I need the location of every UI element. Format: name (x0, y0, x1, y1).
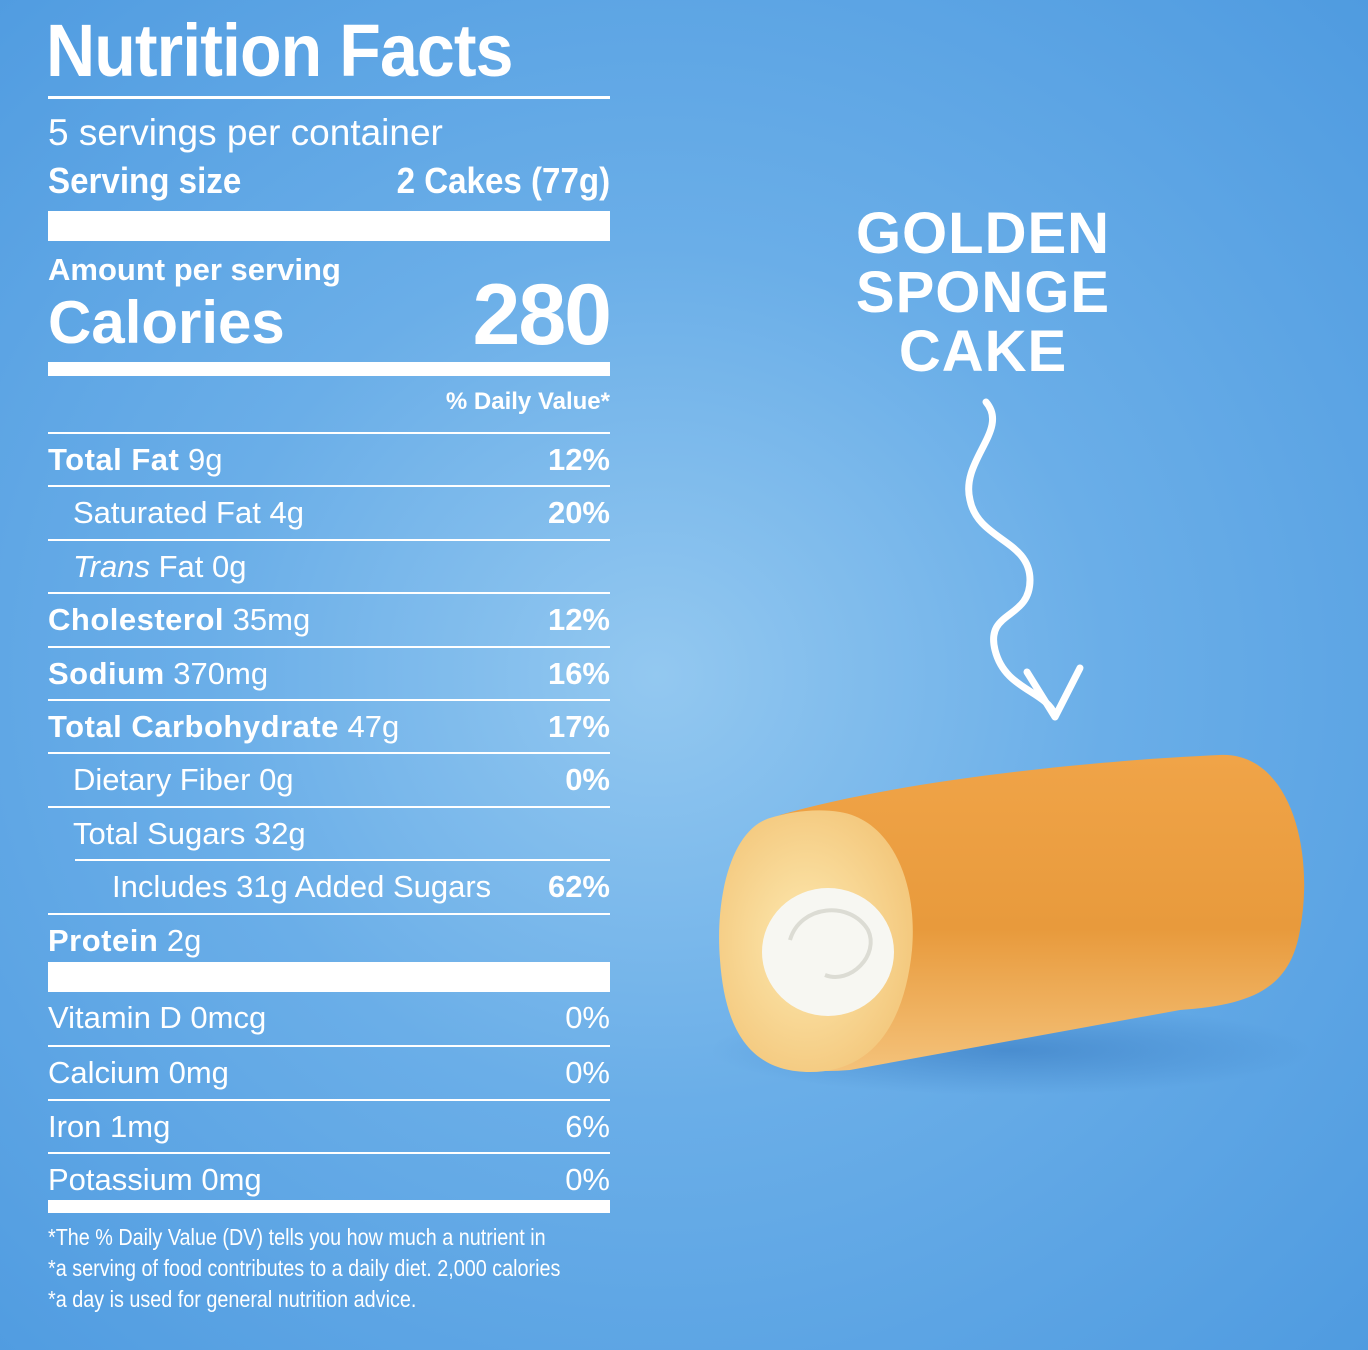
serving-size-label: Serving size (48, 160, 242, 201)
daily-value: 0% (565, 1055, 610, 1091)
daily-value: 16% (547, 655, 610, 691)
nutrient-row: Trans Fat 0g (48, 538, 610, 592)
nutrient-row: Sodium 370mg 16% (48, 645, 610, 699)
vitamin-name: Vitamin D 0mcg (48, 1000, 267, 1035)
nutrient-name: Dietary Fiber (73, 762, 251, 798)
nutrient-amount: 4g (269, 495, 304, 531)
nutrient-name: Includes 31g Added Sugars (112, 869, 492, 905)
daily-value: 0% (565, 762, 610, 798)
daily-value: 20% (547, 495, 610, 531)
vitamin-name: Calcium 0mg (48, 1055, 229, 1091)
thick-rule (48, 211, 610, 241)
nutrient-row: Includes 31g Added Sugars 62% (75, 859, 610, 912)
cream-swirl (788, 908, 873, 979)
arrow (965, 398, 1059, 719)
amount-per-serving: Amount per serving (48, 252, 341, 287)
footnote-line: *a day is used for general nutrition adv… (48, 1286, 417, 1312)
nutrient-name: Saturated Fat (73, 495, 261, 531)
daily-value: 0% (565, 1000, 610, 1035)
nutrient-amount: 32g (253, 815, 306, 851)
callout-line: GOLDEN (855, 201, 1111, 266)
nutrient-row: Total Carbohydrate 47g 17% (48, 699, 610, 752)
vitamin-row: Calcium 0mg 0% (48, 1045, 610, 1098)
nutrient-amount: 2g (166, 922, 202, 958)
nutrient-italic: Trans (73, 548, 150, 584)
thick-rule (48, 962, 610, 992)
daily-value: 12% (547, 442, 610, 477)
footnote-line: *The % Daily Value (DV) tells you how mu… (48, 1224, 546, 1250)
vitamin-row: Potassium 0mg 0% (48, 1152, 610, 1205)
nutrient-name: Cholesterol (48, 602, 225, 638)
nutrient-name: Protein (48, 922, 159, 958)
nutrient-amount: 9g (188, 442, 223, 477)
servings: 5 servings per container (48, 112, 443, 153)
nutrient-name: Total Sugars (73, 815, 246, 851)
nutrient-row: Total Sugars 32g (48, 805, 610, 859)
vitamin-name: Potassium 0mg (48, 1162, 262, 1198)
callout-line: SPONGE (855, 260, 1111, 325)
vitamin-row: Vitamin D 0mcg 0% (48, 992, 610, 1045)
nutrient-amount: 370mg (173, 655, 269, 691)
daily-value: 6% (565, 1108, 610, 1144)
vitamin-row: Iron 1mg 6% (48, 1098, 610, 1152)
nutrient-name: Fat (158, 548, 204, 584)
nutrient-amount: 0g (259, 762, 294, 798)
serving-size-value: 2 Cakes (77g) (396, 160, 610, 201)
nutrient-amount: 0g (212, 548, 247, 584)
daily-value: 0% (565, 1162, 610, 1198)
nutrient-row: Cholesterol 35mg 12% (48, 592, 610, 645)
title: Nutrition Facts (46, 9, 513, 92)
nutrient-name: Sodium (48, 655, 165, 691)
vitamin-name: Iron 1mg (48, 1108, 171, 1144)
arrowhead (1023, 664, 1084, 721)
nutrient-row: Dietary Fiber 0g 0% (48, 752, 610, 805)
nutrient-amount: 35mg (232, 602, 311, 638)
cream (762, 888, 894, 1016)
nutrient-amount: 47g (347, 709, 400, 744)
nutrient-name: Total Carbohydrate (48, 709, 339, 744)
calories-value: 280 (472, 267, 612, 363)
callout-line: CAKE (898, 319, 1068, 384)
daily-value: 62% (547, 869, 610, 905)
medium-rule (48, 1200, 610, 1213)
medium-rule (48, 362, 610, 376)
footnote-line: *a serving of food contributes to a dail… (48, 1255, 561, 1281)
nutrient-name: Total Fat (48, 442, 180, 477)
dv-header: % Daily Value* (445, 388, 610, 415)
daily-value: 17% (547, 709, 610, 744)
calories-label: Calories (48, 289, 285, 356)
nutrient-row: Total Fat 9g 12% (48, 432, 610, 485)
nutrient-row: Saturated Fat 4g 20% (48, 485, 610, 538)
daily-value: 12% (547, 602, 610, 638)
nutrient-row: Protein 2g (48, 912, 610, 966)
rule (48, 96, 610, 99)
